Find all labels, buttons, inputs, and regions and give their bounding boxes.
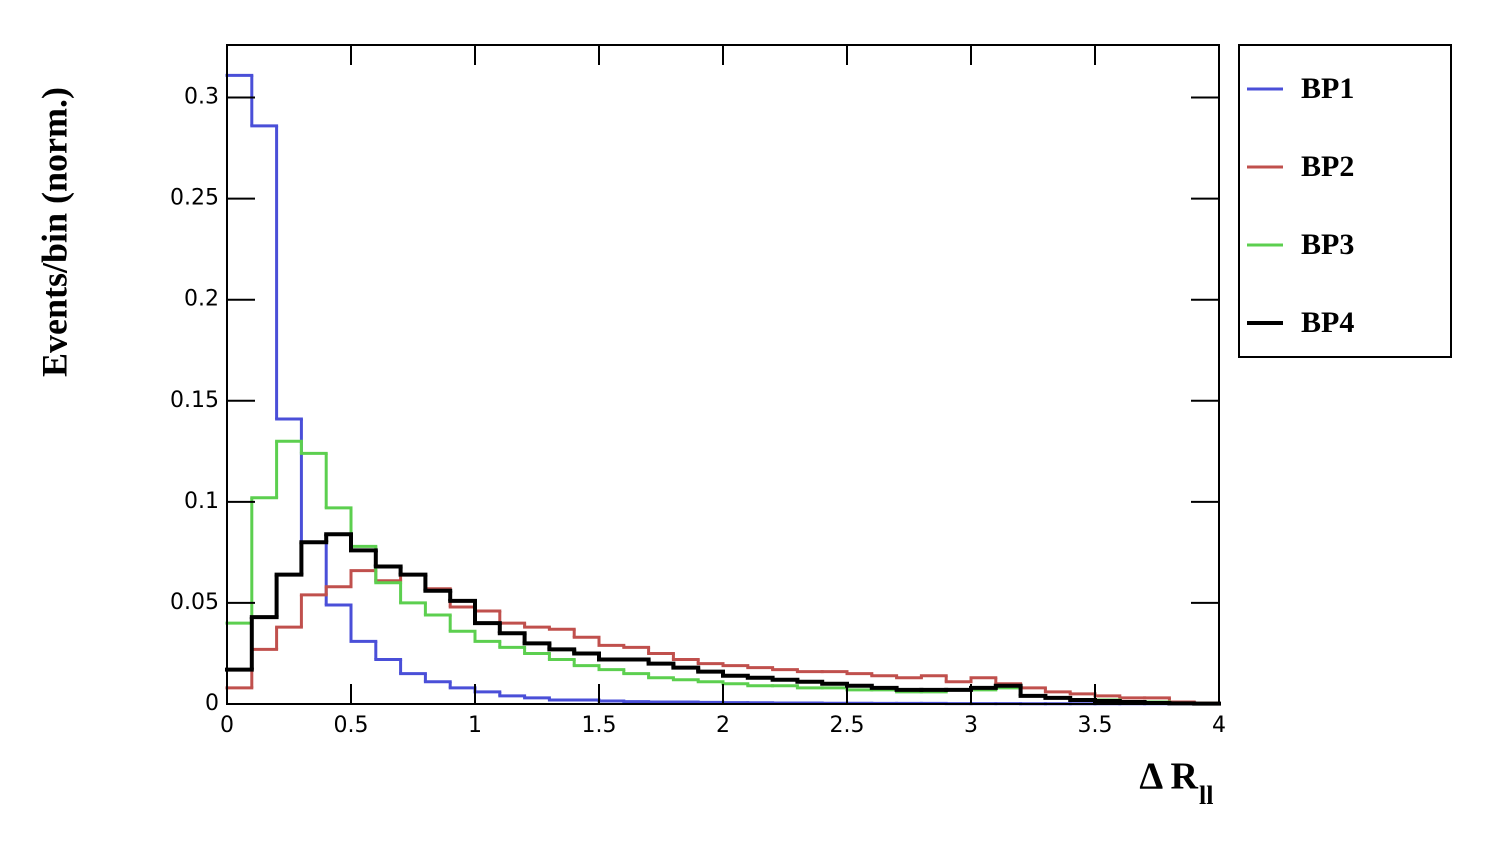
x-tick-label: 3	[964, 713, 978, 738]
x-axis-label-subscript: ll	[1199, 781, 1213, 810]
y-tick-label: 0.3	[184, 85, 219, 110]
x-tick-label: 2.5	[830, 713, 865, 738]
legend-label: BP2	[1301, 150, 1354, 183]
x-tick-label: 4	[1212, 713, 1226, 738]
x-tick-label: 0	[220, 713, 234, 738]
x-tick-label: 0.5	[334, 713, 369, 738]
y-tick-label: 0	[205, 691, 219, 716]
x-tick-label: 2	[716, 713, 730, 738]
legend-label: BP3	[1301, 228, 1354, 261]
x-tick-label: 1	[468, 713, 482, 738]
legend-box	[1238, 44, 1452, 358]
y-tick-label: 0.05	[170, 590, 219, 615]
plot-frame	[226, 44, 1220, 705]
y-axis-label: Events/bin (norm.)	[34, 87, 74, 377]
x-tick-label: 1.5	[582, 713, 617, 738]
legend-label: BP1	[1301, 72, 1354, 105]
y-tick-label: 0.15	[170, 388, 219, 413]
y-tick-label: 0.25	[170, 186, 219, 211]
y-tick-label: 0.1	[184, 489, 219, 514]
x-axis-label: Δ R	[1139, 756, 1198, 798]
legend-label: BP4	[1301, 306, 1354, 339]
x-tick-label: 3.5	[1078, 713, 1113, 738]
y-tick-label: 0.2	[184, 287, 219, 312]
